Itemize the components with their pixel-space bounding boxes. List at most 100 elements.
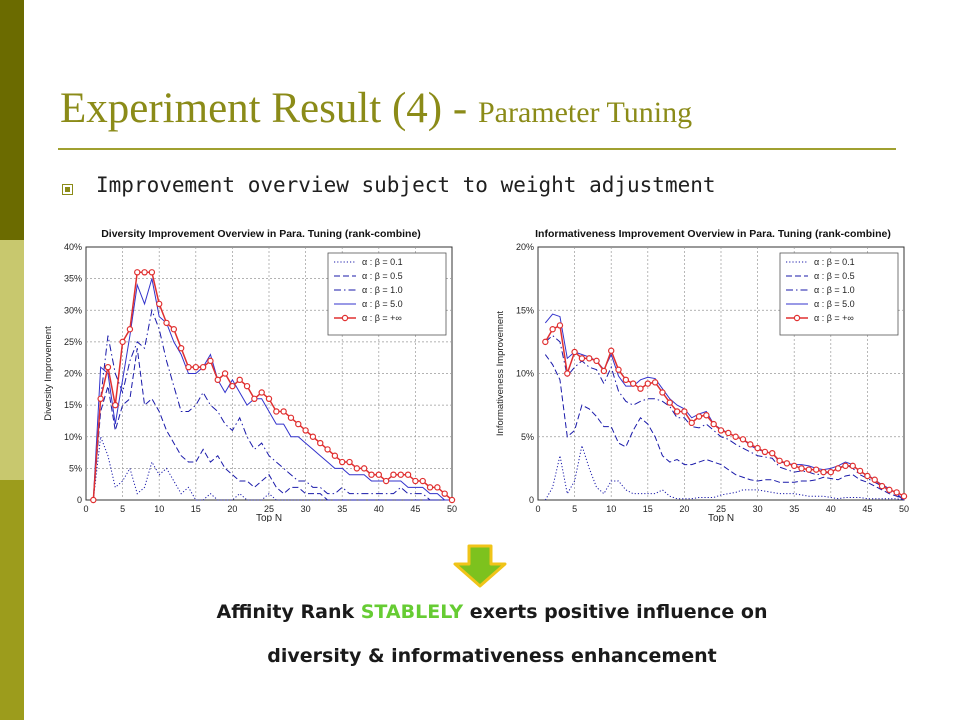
data-point	[317, 439, 324, 447]
data-point	[448, 496, 456, 504]
data-point	[556, 322, 564, 329]
data-point	[688, 419, 695, 427]
data-point	[842, 462, 849, 470]
square-bullet-icon	[62, 184, 73, 195]
data-point	[644, 380, 651, 387]
conclusion-line-2: diversity & informativeness enhancement	[267, 645, 717, 667]
data-point	[90, 496, 97, 504]
data-point	[199, 363, 207, 371]
y-tick-label: 10%	[516, 369, 534, 379]
legend-box	[327, 252, 447, 336]
data-point	[229, 382, 236, 390]
x-tick-label: 10	[154, 504, 164, 514]
data-point	[280, 408, 287, 415]
data-point	[382, 477, 390, 485]
data-point	[805, 466, 813, 473]
x-tick-label: 5	[120, 504, 125, 514]
y-tick-label: 35%	[64, 274, 82, 284]
data-point	[97, 395, 104, 402]
data-point	[404, 471, 412, 478]
x-tick-label: 25	[716, 504, 726, 514]
series-line-3	[544, 334, 905, 501]
data-point	[273, 408, 280, 415]
informativeness-chart: Informativeness Improvement Overview in …	[490, 222, 920, 522]
legend-marker	[793, 314, 801, 322]
data-point	[390, 471, 397, 478]
conclusion-pre: Affinity Rank	[216, 601, 361, 623]
data-point	[629, 380, 637, 387]
data-point	[878, 482, 886, 490]
diversity-chart: Diversity Improvement Overview in Para. …	[38, 222, 468, 522]
data-point	[542, 338, 549, 346]
data-point	[849, 462, 856, 470]
data-point	[637, 385, 644, 392]
x-tick-label: 25	[264, 504, 274, 514]
data-point	[739, 436, 747, 443]
y-axis-label: Diversity Improvement	[43, 326, 54, 421]
x-axis-label: Top N	[708, 513, 734, 522]
series-line-2	[92, 348, 452, 501]
chart-svg: Informativeness Improvement Overview in …	[495, 228, 909, 522]
data-point	[177, 344, 185, 352]
y-tick-label: 20%	[516, 242, 534, 252]
data-point	[776, 457, 783, 464]
data-point	[651, 379, 659, 386]
legend-marker	[341, 314, 349, 322]
data-point	[185, 363, 192, 371]
legend-label: α : β = +∞	[814, 313, 854, 323]
data-point	[295, 420, 302, 428]
data-point	[747, 441, 754, 448]
data-point	[207, 357, 214, 365]
conclusion-accent: STABLELY	[360, 601, 464, 623]
data-point	[141, 269, 148, 276]
data-point	[600, 367, 608, 375]
y-tick-label: 0	[77, 495, 82, 505]
data-point	[586, 355, 593, 362]
sidebar-stripe-top	[0, 0, 24, 240]
sidebar-stripe-middle	[0, 240, 24, 480]
x-axis-label: Top N	[256, 513, 282, 522]
data-point	[834, 465, 842, 472]
slide-title-sub: Parameter Tuning	[477, 96, 693, 129]
data-point	[578, 355, 586, 362]
x-tick-label: 35	[337, 504, 347, 514]
data-point	[163, 319, 170, 327]
y-tick-label: 5%	[69, 463, 82, 473]
data-point	[251, 395, 258, 402]
x-tick-label: 30	[753, 504, 763, 514]
data-point	[820, 468, 827, 476]
data-point	[324, 446, 331, 453]
legend-label: α : β = 5.0	[362, 299, 403, 309]
y-tick-label: 25%	[64, 337, 82, 347]
data-point	[622, 376, 630, 384]
data-point	[717, 427, 725, 434]
data-point	[827, 468, 834, 476]
data-point	[710, 420, 717, 428]
legend-label: α : β = 0.5	[362, 271, 403, 281]
data-point	[368, 471, 375, 478]
legend-box	[779, 252, 899, 336]
x-tick-label: 45	[410, 504, 420, 514]
data-point	[258, 389, 265, 396]
legend-label: α : β = 1.0	[362, 285, 403, 295]
data-point	[732, 433, 739, 440]
y-tick-label: 30%	[64, 305, 82, 315]
data-point	[673, 408, 681, 415]
data-point	[703, 412, 710, 419]
data-point	[900, 493, 908, 500]
data-point	[754, 444, 761, 452]
series-line-3	[92, 308, 452, 501]
data-point	[221, 370, 229, 377]
data-point	[871, 476, 878, 483]
data-point	[170, 326, 178, 333]
data-point	[346, 458, 353, 466]
data-point	[564, 370, 571, 377]
data-point	[571, 348, 578, 356]
down-arrow-icon	[453, 544, 507, 588]
data-point	[615, 366, 622, 373]
y-tick-label: 10%	[64, 432, 82, 442]
legend-label: α : β = 0.1	[814, 257, 855, 267]
y-tick-label: 15%	[64, 400, 82, 410]
conclusion-line-1: Affinity Rank STABLELY exerts positive i…	[24, 601, 960, 623]
data-point	[134, 269, 141, 276]
